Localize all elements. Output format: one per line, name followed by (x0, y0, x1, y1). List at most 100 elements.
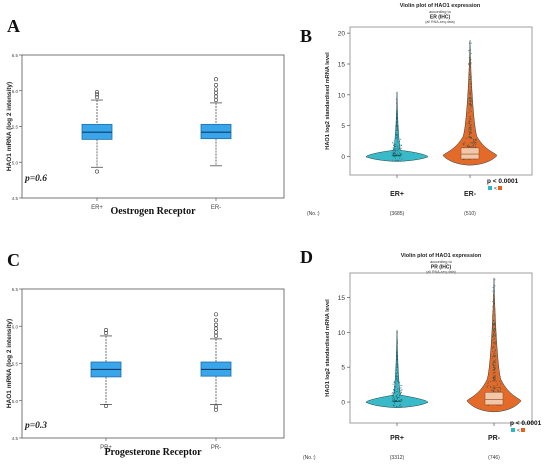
data-point (493, 368, 495, 370)
data-point (469, 109, 471, 111)
data-point (398, 396, 400, 399)
data-point (394, 157, 396, 159)
data-point (391, 159, 393, 161)
data-point (397, 145, 399, 148)
y-tick-label: 5.5 (12, 362, 19, 367)
legend-swatch-negative (498, 186, 502, 190)
data-point (469, 125, 471, 127)
data-point (492, 290, 494, 292)
data-point (395, 396, 398, 398)
panel-letter: D (300, 247, 313, 267)
x-tick-label: ER+ (390, 191, 404, 198)
data-point (394, 399, 396, 401)
data-point (466, 137, 468, 139)
data-point (396, 376, 398, 378)
data-point (470, 78, 472, 80)
data-point (396, 116, 398, 118)
outlier-point (104, 330, 109, 335)
x-tick-label: ER- (211, 205, 221, 211)
chart-subtitle: according to (429, 9, 452, 14)
data-point (396, 110, 398, 112)
panel-letter: A (7, 16, 20, 36)
outlier-point (214, 407, 219, 412)
data-point (493, 366, 495, 368)
count-label: (No.:) (303, 455, 316, 461)
data-point (396, 118, 398, 120)
data-point (400, 147, 403, 149)
data-point (474, 139, 476, 141)
data-point (492, 348, 494, 350)
data-point (496, 387, 498, 389)
data-point (395, 129, 398, 132)
data-point (469, 132, 471, 134)
data-point (499, 388, 502, 390)
data-point (397, 135, 399, 137)
data-point (392, 383, 394, 385)
data-point (393, 153, 395, 155)
data-point (396, 398, 398, 400)
data-point (396, 121, 398, 123)
data-point (393, 392, 395, 394)
data-point (398, 399, 400, 402)
data-point (399, 144, 402, 146)
data-point (393, 152, 395, 154)
data-point (396, 134, 398, 136)
data-point (396, 151, 398, 153)
data-point (470, 137, 473, 140)
data-point (398, 404, 400, 406)
y-tick-label: 4.5 (12, 196, 19, 201)
data-point (496, 383, 498, 385)
inner-box (484, 392, 504, 406)
data-point (397, 142, 399, 144)
data-point (396, 147, 398, 149)
data-point (468, 42, 470, 44)
data-point (399, 160, 401, 162)
data-point (393, 398, 396, 400)
data-point (469, 141, 472, 143)
data-point (492, 364, 494, 366)
data-point (396, 154, 398, 156)
data-point (465, 137, 467, 139)
x-tick-label: PR+ (100, 445, 112, 451)
data-point (494, 380, 496, 382)
data-point (494, 335, 496, 337)
data-point (398, 150, 400, 152)
data-point (468, 104, 470, 106)
y-tick-label: 20 (338, 31, 346, 38)
outlier-point (214, 312, 219, 317)
data-point (393, 144, 395, 146)
p-value-annotation: p < 0.0001 (510, 420, 542, 427)
outlier-point (95, 95, 100, 100)
plot-frame (21, 288, 285, 439)
chart-subtitle-grouping: PR (IHC) (431, 265, 452, 271)
data-point (391, 149, 393, 151)
data-point (499, 404, 502, 406)
data-point (492, 362, 494, 364)
data-point (492, 301, 494, 303)
data-point (396, 390, 398, 393)
data-point (493, 354, 495, 357)
data-point (392, 398, 394, 400)
data-point (468, 103, 470, 105)
data-point (494, 374, 496, 376)
data-point (400, 144, 402, 146)
data-point (469, 76, 471, 78)
data-point (494, 338, 496, 340)
data-point (498, 390, 500, 392)
outlier-point (214, 77, 219, 82)
data-point (392, 396, 394, 398)
data-point (392, 404, 394, 406)
data-point (397, 396, 399, 398)
data-point (493, 336, 495, 338)
data-point (401, 388, 403, 390)
data-point (396, 373, 398, 375)
data-point (401, 400, 403, 402)
data-point (470, 91, 472, 93)
data-point (391, 394, 393, 396)
comparison-sign: < (517, 428, 520, 434)
data-point (400, 399, 402, 401)
data-point (469, 62, 471, 64)
panel-letter: C (7, 250, 20, 270)
data-point (393, 382, 395, 384)
data-point (493, 322, 495, 324)
